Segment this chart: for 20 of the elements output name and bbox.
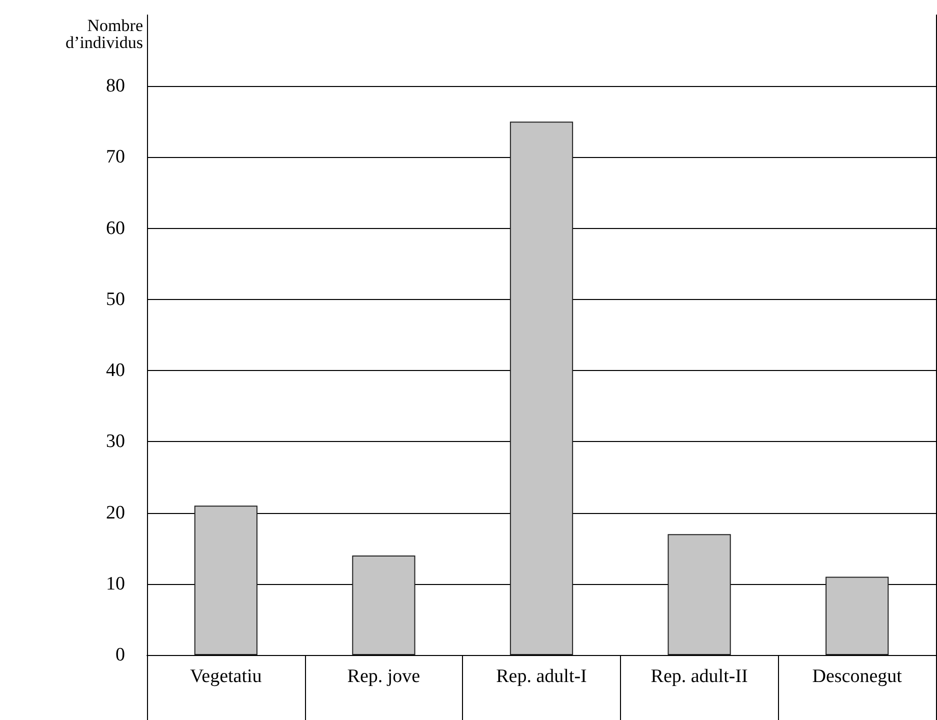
- x-tick-label: Rep. adult-II: [650, 666, 748, 687]
- bar: [510, 122, 574, 655]
- y-tick-label: 70: [106, 146, 125, 168]
- x-tick-label: Rep. jove: [347, 666, 420, 687]
- y-tick-label: 30: [106, 431, 125, 452]
- y-tick-label: 50: [106, 288, 125, 310]
- y-tick-label: 10: [106, 573, 125, 594]
- y-tick-label: 60: [106, 218, 125, 239]
- y-tick-label: 80: [106, 76, 125, 97]
- y-tick-label: 0: [116, 644, 125, 666]
- bar: [194, 506, 258, 655]
- bar: [352, 555, 416, 655]
- y-axis-title: Nombre d’individus: [66, 16, 143, 52]
- x-tick-label: Vegetatiu: [190, 666, 262, 687]
- x-tick-label: Rep. adult-I: [496, 666, 587, 687]
- y-tick-label: 40: [106, 360, 125, 382]
- bar: [826, 576, 889, 655]
- bar: [668, 534, 731, 655]
- x-tick-label: Desconegut: [812, 666, 903, 687]
- y-tick-label: 20: [106, 502, 125, 524]
